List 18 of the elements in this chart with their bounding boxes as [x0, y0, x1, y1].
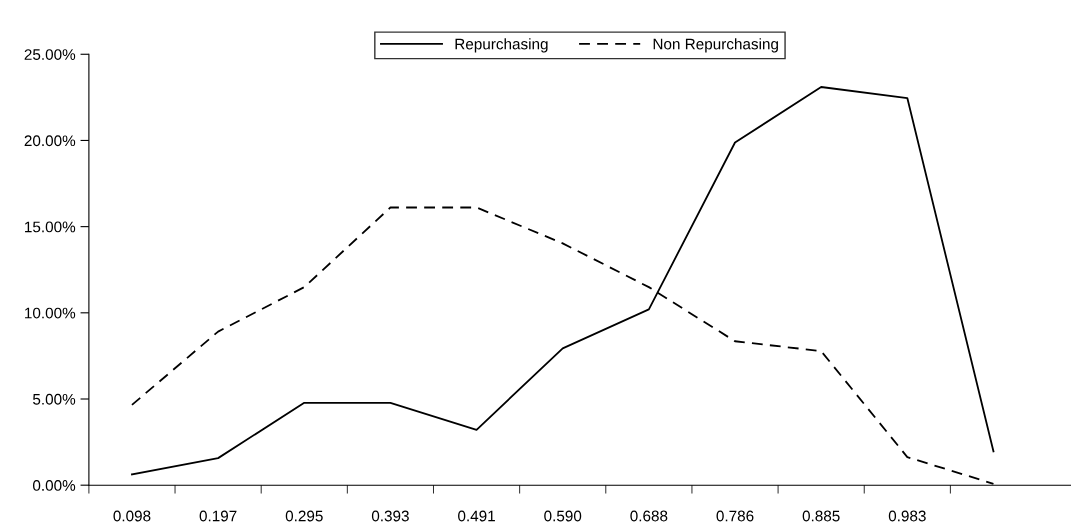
x-tick-label: 0.885: [802, 510, 840, 522]
legend-label: Non Repurchasing: [653, 38, 778, 53]
x-tick-label: 0.590: [544, 510, 582, 522]
y-tick-label: 10.00%: [25, 307, 76, 319]
x-tick-label: 0.393: [371, 510, 409, 522]
x-tick-label: 0.197: [199, 510, 237, 522]
x-tick-label: 0.295: [285, 510, 323, 522]
x-tick-label: 0.098: [113, 510, 151, 522]
y-tick-label: 0.00%: [32, 480, 76, 491]
x-tick-label: 0.688: [630, 510, 668, 522]
y-tick-label: 5.00%: [32, 393, 76, 405]
y-tick-label: 15.00%: [25, 221, 76, 233]
y-tick-label: 25.00%: [24, 49, 76, 60]
y-tick-label: 20.00%: [24, 135, 76, 147]
x-tick-label: 0.983: [888, 510, 926, 522]
x-tick-label: 0.491: [458, 510, 495, 522]
legend-label: Repurchasing: [455, 38, 548, 53]
x-tick-label: 0.786: [716, 510, 754, 522]
